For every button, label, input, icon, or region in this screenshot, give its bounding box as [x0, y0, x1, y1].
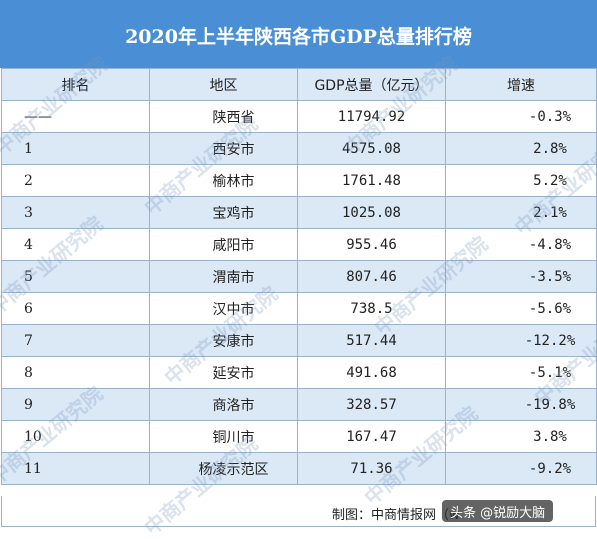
- header-rank: 排名: [1, 68, 150, 101]
- growth-cell: -0.3%: [445, 100, 597, 133]
- region-cell: 杨凌示范区: [149, 452, 298, 485]
- gdp-cell: 807.46: [297, 260, 446, 293]
- region-cell: 延安市: [149, 356, 298, 389]
- table-row: 1 西安市 4575.08 2.8%: [1, 132, 597, 165]
- table-footer: 制图：中商情报网（w 头条 @锐励大脑: [1, 496, 596, 527]
- region-cell: 宝鸡市: [149, 196, 298, 229]
- region-cell: 安康市: [149, 324, 298, 357]
- rank-cell: 1: [1, 132, 150, 165]
- table-row: 7 安康市 517.44 -12.2%: [1, 324, 597, 357]
- rank-cell: 5: [1, 260, 150, 293]
- table-row: 8 延安市 491.68 -5.1%: [1, 356, 597, 389]
- source-credit: 制图：中商情报网（w: [332, 508, 460, 523]
- header-gdp: GDP总量（亿元）: [297, 68, 446, 101]
- table-row: 5 渭南市 807.46 -3.5%: [1, 260, 597, 293]
- gdp-cell: 4575.08: [297, 132, 446, 165]
- gdp-cell: 1025.08: [297, 196, 446, 229]
- table-body: —— 陕西省 11794.92 -0.3% 1 西安市 4575.08 2.8% 2 榆林市 176…: [1, 100, 597, 485]
- rank-cell: 2: [1, 164, 150, 197]
- gdp-cell: 328.57: [297, 388, 446, 421]
- table-row: 9 商洛市 328.57 -19.8%: [1, 388, 597, 421]
- table-row: —— 陕西省 11794.92 -0.3%: [1, 100, 597, 133]
- growth-cell: 2.1%: [445, 196, 597, 229]
- rank-cell: 10: [1, 420, 150, 453]
- gdp-cell: 955.46: [297, 228, 446, 261]
- gdp-cell: 167.47: [297, 420, 446, 453]
- table-row: 10 铜川市 167.47 3.8%: [1, 420, 597, 453]
- growth-cell: -4.8%: [445, 228, 597, 261]
- region-cell: 西安市: [149, 132, 298, 165]
- gdp-cell: 11794.92: [297, 100, 446, 133]
- gdp-cell: 517.44: [297, 324, 446, 357]
- header-row: 排名 地区 GDP总量（亿元） 增速: [1, 68, 597, 101]
- region-cell: 汉中市: [149, 292, 298, 325]
- region-cell: 铜川市: [149, 420, 298, 453]
- table-row: 11 杨凌示范区 71.36 -9.2%: [1, 452, 597, 485]
- growth-cell: -3.5%: [445, 260, 597, 293]
- gdp-cell: 491.68: [297, 356, 446, 389]
- table-title: 2020年上半年陕西各市GDP总量排行榜: [0, 0, 597, 68]
- table-row: 3 宝鸡市 1025.08 2.1%: [1, 196, 597, 229]
- gdp-cell: 1761.48: [297, 164, 446, 197]
- rank-cell: 4: [1, 228, 150, 261]
- growth-cell: 2.8%: [445, 132, 597, 165]
- table-row: 4 咸阳市 955.46 -4.8%: [1, 228, 597, 261]
- growth-cell: 5.2%: [445, 164, 597, 197]
- rank-cell: 11: [1, 452, 150, 485]
- rank-cell: 9: [1, 388, 150, 421]
- region-cell: 渭南市: [149, 260, 298, 293]
- gdp-ranking-table: 排名 地区 GDP总量（亿元） 增速 —— 陕西省 11794.92 -0.3% 1 西安…: [1, 68, 597, 485]
- growth-cell: -9.2%: [445, 452, 597, 485]
- growth-cell: -12.2%: [445, 324, 597, 357]
- rank-cell: 6: [1, 292, 150, 325]
- table-row: 6 汉中市 738.5 -5.6%: [1, 292, 597, 325]
- rank-cell: 8: [1, 356, 150, 389]
- header-growth: 增速: [445, 68, 597, 101]
- gdp-cell: 71.36: [297, 452, 446, 485]
- rank-cell: 3: [1, 196, 150, 229]
- rank-cell: 7: [1, 324, 150, 357]
- region-cell: 商洛市: [149, 388, 298, 421]
- table-row: 2 榆林市 1761.48 5.2%: [1, 164, 597, 197]
- uploader-stamp: 头条 @锐励大脑: [442, 500, 554, 522]
- region-cell: 榆林市: [149, 164, 298, 197]
- header-region: 地区: [149, 68, 298, 101]
- growth-cell: -5.1%: [445, 356, 597, 389]
- growth-cell: -5.6%: [445, 292, 597, 325]
- growth-cell: -19.8%: [445, 388, 597, 421]
- region-cell: 咸阳市: [149, 228, 298, 261]
- rank-cell: ——: [1, 100, 150, 133]
- region-cell: 陕西省: [149, 100, 298, 133]
- growth-cell: 3.8%: [445, 420, 597, 453]
- gdp-cell: 738.5: [297, 292, 446, 325]
